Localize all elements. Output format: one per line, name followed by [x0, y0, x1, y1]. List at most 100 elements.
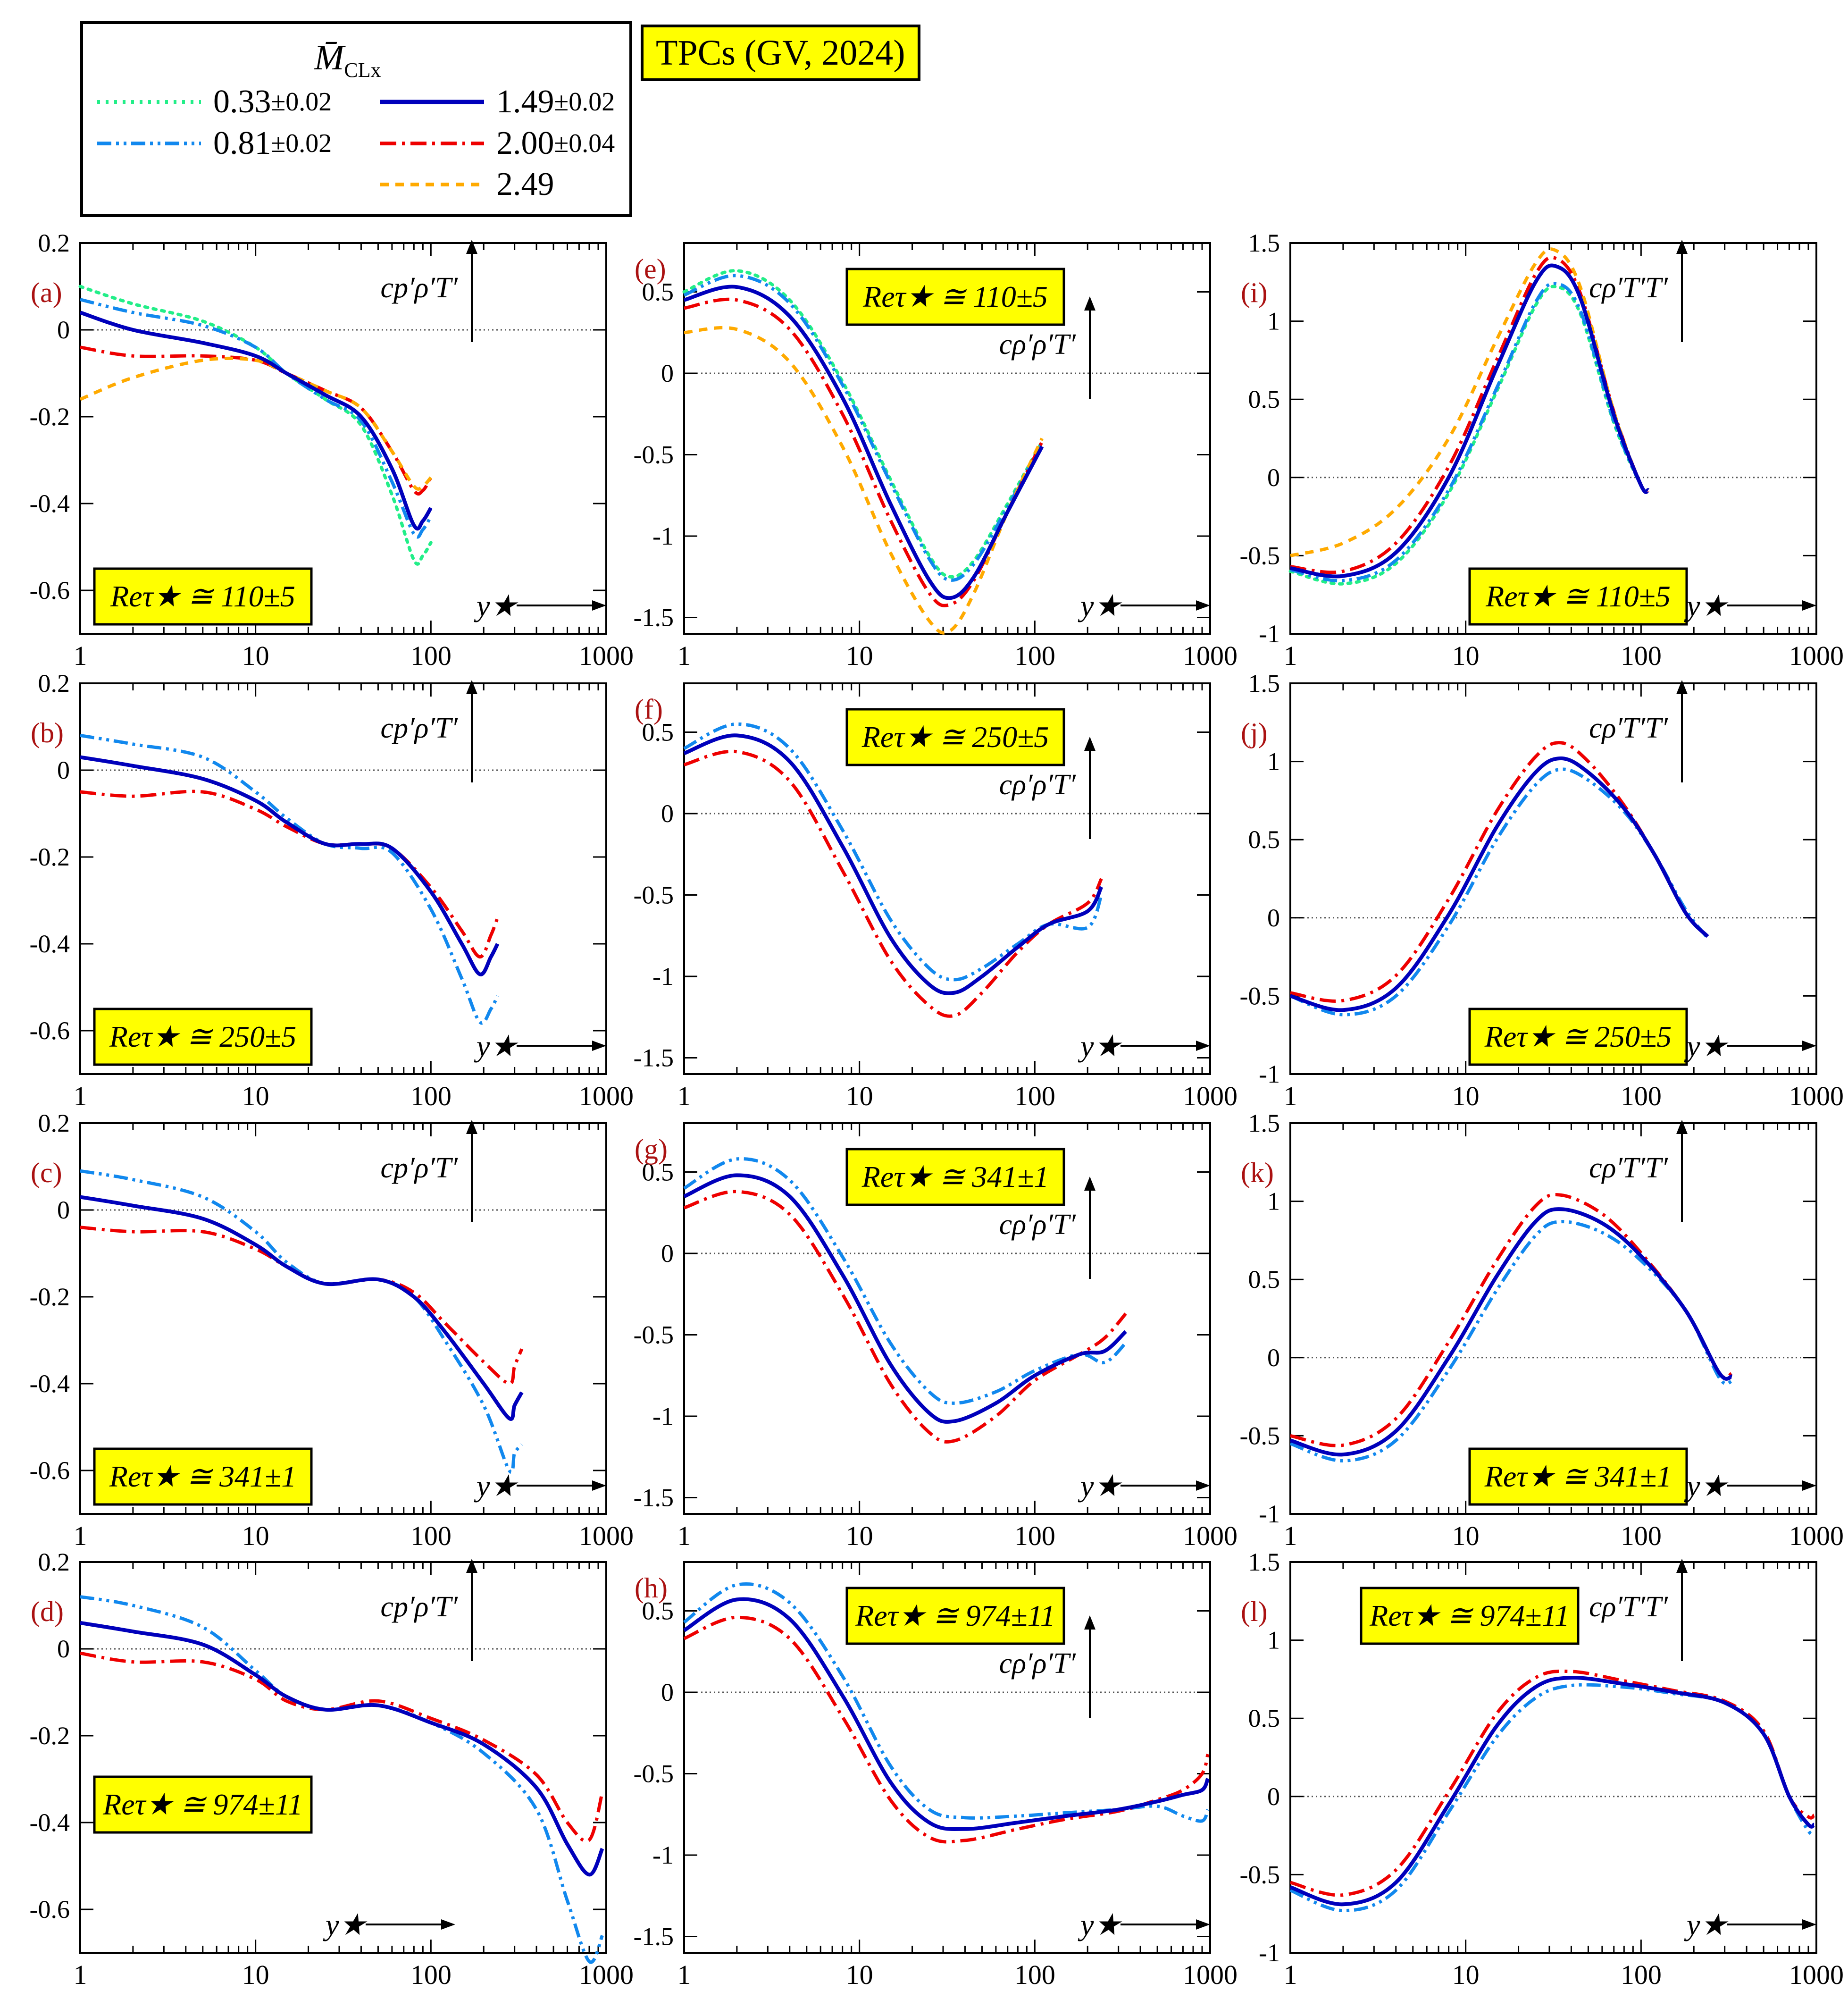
y-tick-label: -0.5 — [634, 441, 674, 469]
x-axis-label: y★ — [1078, 589, 1122, 622]
re-tag-text: Reτ★ ≅ 974±11 — [855, 1599, 1055, 1632]
x-tick-label: 10 — [242, 1959, 269, 1990]
re-tag-box — [1468, 1008, 1688, 1066]
y-tick-label: -1 — [1259, 1060, 1280, 1088]
x-axis-label: y★ — [1684, 1908, 1729, 1941]
re-tag-box — [93, 1775, 313, 1834]
plot-frame — [683, 1122, 1211, 1515]
x-axis-label: y★ — [474, 589, 518, 622]
x-tick-label: 10 — [846, 640, 873, 671]
y-axis-label: cρ′T′T′ — [1589, 712, 1668, 744]
y-tick-label: -1.5 — [634, 1923, 674, 1951]
x-tick-label: 10 — [846, 1081, 873, 1111]
x-tick-label: 10 — [846, 1959, 873, 1990]
y-tick-label: -0.2 — [30, 1722, 70, 1750]
panel-label: (j) — [1241, 717, 1268, 748]
re-tag-box — [845, 1148, 1065, 1206]
series-line-2.00 — [80, 1226, 524, 1386]
re-tag-text: Reτ★ ≅ 250±5 — [1484, 1020, 1672, 1053]
x-tick-label: 1 — [1284, 1521, 1297, 1551]
x-tick-label: 100 — [410, 1081, 452, 1111]
legend-swatch — [380, 142, 484, 145]
x-tick-label: 1 — [74, 1081, 87, 1111]
x-axis-label: y★ — [1078, 1908, 1122, 1941]
y-tick-label: 0.5 — [642, 1597, 674, 1625]
plot-frame — [79, 1561, 607, 1954]
x-axis-label: y★ — [474, 1469, 518, 1503]
y-tick-label: -0.2 — [30, 1283, 70, 1311]
y-tick-label: -1 — [652, 1841, 674, 1869]
x-arrow-head — [441, 1919, 455, 1930]
x-arrow-head — [1196, 1480, 1210, 1491]
legend-swatch — [97, 142, 201, 145]
y-axis-label: cρ′ρ′T′ — [999, 328, 1077, 361]
panel-j — [1289, 680, 1817, 1075]
panel-label: (h) — [635, 1572, 668, 1604]
plot-frame — [683, 682, 1211, 1075]
y-tick-label: 1.5 — [1248, 1109, 1280, 1137]
series-line-2.49 — [1290, 247, 1650, 557]
y-axis-label: cp′ρ′T′ — [381, 712, 459, 744]
y-tick-label: 0 — [1267, 463, 1280, 492]
x-tick-label: 1 — [677, 1521, 691, 1551]
y-tick-label: -1.5 — [634, 604, 674, 632]
y-tick-label: 0 — [1267, 904, 1280, 932]
panel-label: (a) — [31, 277, 62, 308]
x-tick-label: 10 — [242, 640, 269, 671]
y-tick-label: -1 — [1259, 1500, 1280, 1528]
y-tick-label: -0.4 — [30, 1369, 70, 1398]
re-tag-box — [1468, 1447, 1688, 1506]
x-arrow-head — [1802, 1041, 1816, 1051]
re-tag-box — [845, 268, 1065, 326]
y-tick-label: 0.5 — [1248, 825, 1280, 854]
y-axis-label: cp′ρ′T′ — [381, 1591, 459, 1623]
x-axis-label: y★ — [1684, 1469, 1729, 1503]
y-tick-label: 1 — [1267, 307, 1280, 336]
series-line-1.49 — [1289, 756, 1709, 1012]
x-tick-label: 100 — [1621, 1081, 1662, 1111]
series-line-0.81 — [683, 274, 1044, 582]
y-tick-label: 0.2 — [38, 669, 70, 697]
y-arrow-head — [1676, 240, 1688, 254]
x-tick-label: 10 — [1452, 1081, 1480, 1111]
y-tick-label: -0.6 — [30, 1017, 70, 1045]
x-arrow-head — [592, 1480, 606, 1491]
series-line-0.33 — [78, 285, 433, 566]
source-tag: TPCs (GV, 2024) — [641, 25, 920, 81]
series-line-0.81 — [1289, 1683, 1815, 1913]
series-line-1.49 — [1290, 263, 1650, 579]
panel-l — [1289, 1559, 1817, 1954]
series-line-2.00 — [80, 790, 499, 959]
series-line-0.81 — [80, 298, 433, 539]
plot-frame — [683, 1561, 1211, 1954]
re-tag-text: Reτ★ ≅ 110±5 — [1485, 580, 1671, 613]
series-line-1.49 — [80, 1621, 604, 1877]
x-tick-label: 1000 — [1183, 640, 1238, 671]
x-tick-label: 100 — [1621, 1521, 1662, 1551]
y-arrow-head — [466, 1120, 477, 1134]
x-tick-label: 1000 — [579, 1081, 634, 1111]
x-tick-label: 10 — [242, 1081, 269, 1111]
x-tick-label: 1000 — [1789, 640, 1844, 671]
x-axis-label: y★ — [1684, 1029, 1729, 1063]
y-tick-label: 1.5 — [1248, 1548, 1280, 1576]
y-tick-label: -0.2 — [30, 403, 70, 431]
plot-frame — [1289, 682, 1817, 1075]
x-tick-label: 1 — [74, 1959, 87, 1990]
plot-frame — [1289, 242, 1817, 635]
legend-item-2.00: 2.00 ±0.04 — [380, 125, 615, 162]
panel-label: (d) — [31, 1596, 64, 1627]
x-arrow-head — [1196, 600, 1210, 611]
y-tick-label: 0.2 — [38, 229, 70, 257]
series-line-1.49 — [79, 311, 433, 531]
re-tag-text: Reτ★ ≅ 341±1 — [861, 1160, 1049, 1193]
panel-label: (b) — [31, 717, 64, 748]
series-line-1.49 — [683, 1173, 1127, 1424]
y-axis-label: cp′ρ′T′ — [381, 272, 459, 304]
y-tick-label: 0.5 — [1248, 385, 1280, 413]
y-tick-label: 1 — [1267, 1187, 1280, 1216]
x-tick-label: 100 — [410, 1959, 452, 1990]
series-line-1.49 — [683, 285, 1044, 600]
x-tick-label: 1 — [677, 1081, 691, 1111]
y-tick-label: 1 — [1267, 748, 1280, 776]
